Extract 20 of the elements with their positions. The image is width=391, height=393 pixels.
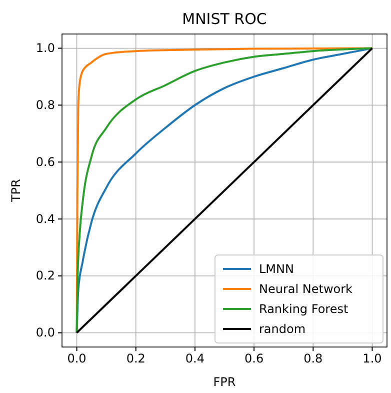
x-tick-label: 0.6	[244, 352, 264, 366]
x-axis-title: FPR	[213, 375, 236, 389]
legend-label: random	[259, 322, 306, 336]
legend-label: LMNN	[259, 262, 294, 276]
x-tick-label: 0.4	[185, 352, 204, 366]
chart-title: MNIST ROC	[182, 10, 267, 28]
y-tick-label: 1.0	[36, 41, 55, 56]
legend-label: Neural Network	[259, 282, 353, 296]
x-tick-label: 0.8	[304, 352, 323, 366]
y-tick-label: 0.8	[36, 98, 55, 112]
line-series	[76, 47, 374, 334]
x-tick-label: 0.0	[67, 352, 86, 366]
y-axis-title: TPR	[9, 179, 23, 203]
x-tick-label: 1.0	[362, 352, 382, 366]
y-tick-label: 0.6	[36, 154, 55, 169]
legend-label: Ranking Forest	[259, 302, 348, 316]
x-tick-label: 0.2	[126, 352, 146, 366]
y-tick-label: 0.4	[36, 212, 55, 226]
y-tick-label: 0.2	[36, 268, 55, 283]
y-tick-label: 0.0	[36, 326, 55, 340]
